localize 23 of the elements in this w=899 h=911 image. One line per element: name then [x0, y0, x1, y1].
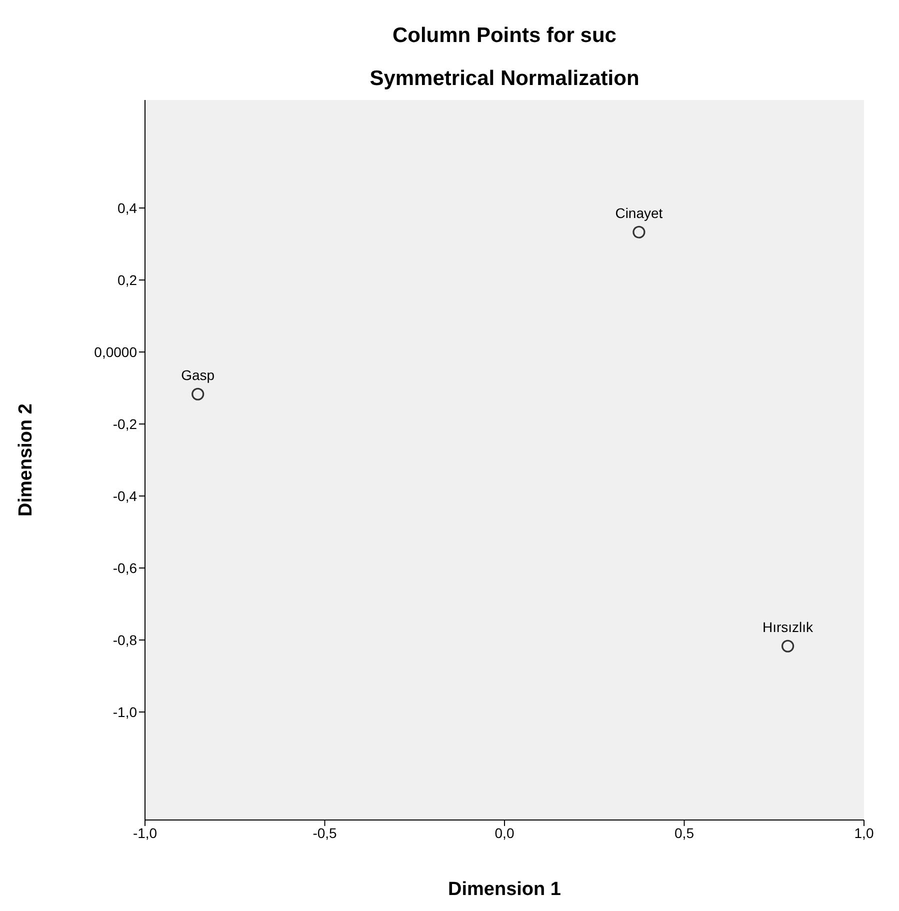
point	[781, 640, 794, 652]
x-tick-label: 0,0	[494, 824, 514, 841]
chart-subtitle: Symmetrical Normalization	[368, 67, 640, 91]
y-tick-label: -0,4	[112, 488, 138, 504]
y-tick-label: 0,4	[118, 200, 138, 216]
y-tick-label: 0,2	[118, 272, 138, 288]
y-tick-label: -0,8	[112, 632, 138, 648]
y-axis-title: Dimension 2	[16, 404, 37, 516]
y-tick-label: 0,0000	[94, 344, 138, 360]
annotation: Hırsızlık	[762, 619, 814, 636]
y-tick-label: -0,2	[112, 416, 138, 432]
y-tick-label: -0,6	[112, 560, 138, 576]
point	[192, 388, 204, 400]
chart-title: Column Points for suc	[391, 24, 618, 48]
x-axis-title: Dimension 1	[448, 879, 562, 900]
annotation: Gasp	[181, 367, 215, 384]
annotation: Cinayet	[615, 205, 663, 222]
x-tick-label: 1,0	[854, 824, 874, 841]
x-tick-label: -1,0	[132, 824, 158, 841]
x-tick-label: -0,5	[312, 824, 338, 841]
x-tick-label: 0,5	[674, 824, 694, 841]
y-tick-label: -1,0	[112, 704, 138, 720]
point	[632, 226, 646, 238]
